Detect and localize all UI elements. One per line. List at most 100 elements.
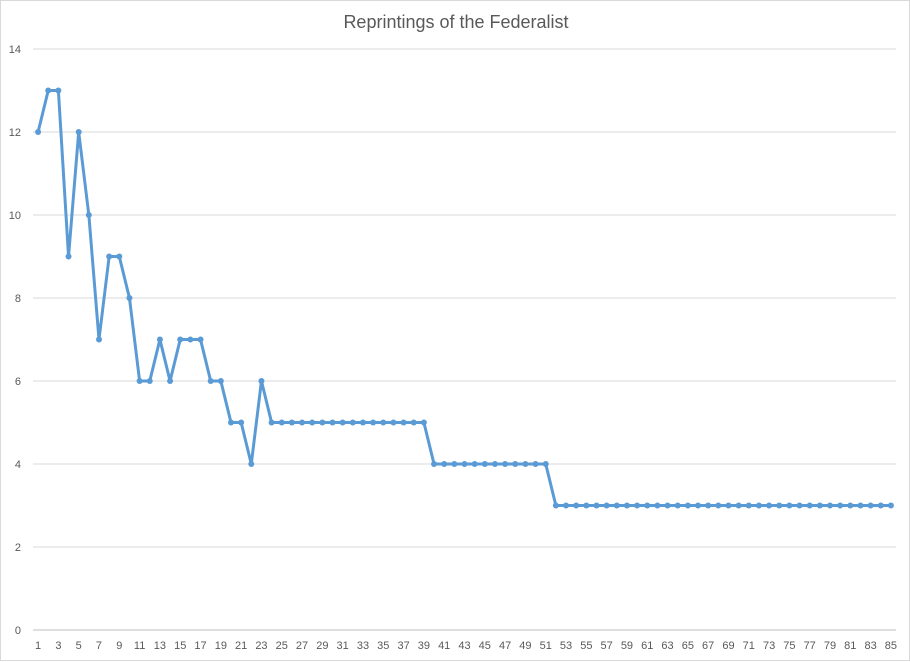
x-tick-label: 17 (194, 640, 206, 652)
data-point (552, 502, 559, 509)
data-point (309, 419, 316, 426)
y-tick-label: 0 (15, 625, 21, 637)
x-tick-label: 49 (519, 640, 531, 652)
x-tick-label: 83 (864, 640, 876, 652)
data-point (593, 502, 600, 509)
data-point (167, 378, 174, 384)
data-point (715, 502, 722, 509)
x-tick-label: 23 (255, 640, 267, 652)
data-point (288, 419, 295, 426)
data-point (481, 461, 488, 467)
data-point (603, 502, 610, 509)
x-tick-label: 15 (174, 640, 186, 652)
x-tick-label: 5 (76, 640, 82, 652)
data-point (146, 378, 153, 384)
data-point (75, 129, 82, 135)
data-point (136, 378, 143, 384)
data-point (349, 419, 356, 426)
y-tick-label: 12 (9, 127, 21, 139)
data-point (197, 336, 204, 343)
data-point (725, 502, 732, 509)
x-tick-label: 9 (116, 640, 122, 652)
data-point (400, 419, 407, 426)
x-tick-label: 19 (215, 640, 227, 652)
data-point (644, 502, 651, 509)
data-point (227, 419, 234, 426)
x-axis: 1 3 5 7 9 11 13 15 17 19 21 23 25 27 29 31 33 35 37 39 41 43 4… (35, 640, 897, 652)
y-tick-label: 4 (15, 459, 21, 471)
data-point (735, 502, 742, 509)
data-point (613, 502, 620, 509)
x-tick-label: 1 (35, 640, 41, 652)
data-point (887, 502, 894, 509)
data-point (441, 461, 448, 467)
x-tick-label: 69 (722, 640, 734, 652)
data-point (776, 502, 783, 509)
x-tick-label: 55 (580, 640, 592, 652)
x-tick-label: 7 (96, 640, 102, 652)
data-point (410, 419, 417, 426)
data-point (248, 461, 255, 467)
data-point (95, 336, 102, 343)
x-tick-label: 79 (824, 640, 836, 652)
data-point (278, 419, 285, 426)
x-tick-label: 75 (783, 640, 795, 652)
y-tick-label: 8 (15, 293, 21, 305)
data-point (420, 419, 427, 426)
data-point (837, 502, 844, 509)
x-tick-label: 53 (560, 640, 572, 652)
data-point (116, 253, 123, 260)
data-point (664, 502, 671, 509)
x-tick-label: 41 (438, 640, 450, 652)
y-tick-label: 6 (15, 376, 21, 388)
data-point (106, 253, 113, 260)
data-point (867, 502, 874, 509)
x-tick-label: 47 (499, 640, 511, 652)
data-point (380, 419, 387, 426)
data-point (35, 129, 42, 135)
x-tick-label: 85 (885, 640, 897, 652)
data-point (339, 419, 346, 426)
data-point (319, 419, 326, 426)
data-point (268, 419, 275, 426)
y-tick-label: 14 (9, 44, 21, 56)
chart-title: Reprintings of the Federalist (343, 12, 569, 32)
x-tick-label: 13 (154, 640, 166, 652)
x-tick-label: 35 (377, 640, 389, 652)
x-tick-label: 11 (134, 640, 145, 652)
data-point (654, 502, 661, 509)
data-point (177, 336, 184, 343)
data-point (563, 502, 570, 509)
data-point (207, 378, 214, 384)
data-point (695, 502, 702, 509)
data-point (390, 419, 397, 426)
data-point (512, 461, 519, 467)
x-tick-label: 21 (235, 640, 247, 652)
x-tick-label: 31 (337, 640, 349, 652)
x-tick-label: 57 (601, 640, 613, 652)
x-tick-label: 25 (276, 640, 288, 652)
data-point (126, 295, 133, 301)
data-point (532, 461, 539, 467)
x-tick-label: 37 (397, 640, 409, 652)
data-point (461, 461, 468, 467)
data-point (238, 419, 245, 426)
data-point (258, 378, 265, 384)
data-point (217, 378, 224, 384)
data-point (522, 461, 529, 467)
data-point (45, 87, 52, 94)
data-point (583, 502, 590, 509)
data-point (502, 461, 509, 467)
data-point (491, 461, 498, 467)
x-tick-label: 63 (661, 640, 673, 652)
x-tick-label: 73 (763, 640, 775, 652)
x-tick-label: 65 (682, 640, 694, 652)
data-point (299, 419, 306, 426)
data-point (156, 336, 163, 343)
x-tick-label: 45 (479, 640, 491, 652)
data-point (755, 502, 762, 509)
x-tick-label: 77 (804, 640, 816, 652)
x-tick-label: 27 (296, 640, 308, 652)
